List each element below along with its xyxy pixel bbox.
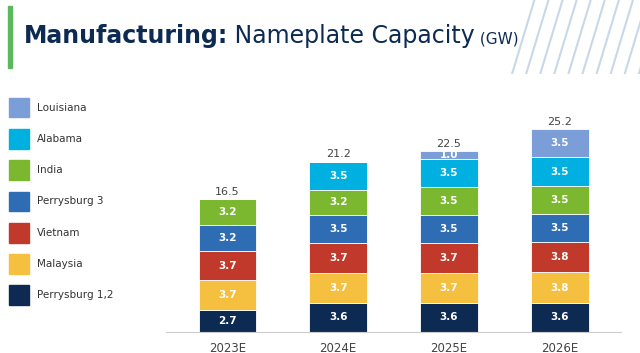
Bar [531, 242, 589, 273]
Text: 3.6: 3.6 [329, 312, 348, 322]
Text: 3.5: 3.5 [550, 223, 569, 233]
Bar [10, 98, 29, 118]
Text: 3.7: 3.7 [218, 261, 237, 270]
Text: Nameplate Capacity: Nameplate Capacity [227, 24, 475, 48]
Text: Malaysia: Malaysia [37, 259, 83, 269]
Text: 3.6: 3.6 [440, 312, 458, 322]
Bar [420, 273, 478, 303]
Text: 3.8: 3.8 [550, 252, 569, 262]
Bar [10, 254, 29, 274]
Text: 22.5: 22.5 [436, 139, 461, 149]
Bar [198, 310, 256, 332]
Bar [198, 199, 256, 225]
Text: 3.8: 3.8 [550, 283, 569, 293]
Text: Perrysburg 1,2: Perrysburg 1,2 [37, 290, 114, 300]
Text: Perrysburg 3: Perrysburg 3 [37, 196, 104, 207]
Text: 3.5: 3.5 [440, 225, 458, 234]
Text: 3.7: 3.7 [218, 290, 237, 300]
Text: 3.5: 3.5 [550, 195, 569, 205]
Bar [309, 273, 367, 303]
Text: 3.5: 3.5 [550, 167, 569, 176]
Bar [309, 215, 367, 244]
Bar [420, 187, 478, 215]
Text: 3.7: 3.7 [440, 253, 458, 263]
Text: 3.7: 3.7 [329, 283, 348, 293]
Text: 3.5: 3.5 [329, 225, 348, 234]
Bar [10, 223, 29, 243]
Text: Manufacturing:: Manufacturing: [24, 24, 228, 48]
Bar [198, 225, 256, 251]
Text: 3.5: 3.5 [440, 196, 458, 206]
Bar [198, 280, 256, 310]
Bar [10, 192, 29, 211]
Text: 3.6: 3.6 [550, 312, 569, 322]
Bar [420, 244, 478, 273]
Text: 25.2: 25.2 [547, 117, 572, 127]
Bar [10, 160, 29, 180]
Bar [531, 157, 589, 186]
Text: 3.2: 3.2 [329, 197, 348, 208]
Text: Louisiana: Louisiana [37, 103, 86, 113]
Bar [10, 285, 29, 305]
Bar [420, 159, 478, 187]
Bar [10, 129, 29, 149]
Text: 2.7: 2.7 [218, 316, 237, 326]
Text: 3.5: 3.5 [550, 138, 569, 148]
Text: 3.7: 3.7 [329, 253, 348, 263]
Text: (GW): (GW) [475, 31, 518, 46]
Bar [309, 190, 367, 215]
Bar [531, 214, 589, 242]
Bar [420, 303, 478, 332]
Bar [420, 215, 478, 244]
Bar [309, 244, 367, 273]
Text: India: India [37, 165, 63, 175]
Text: 16.5: 16.5 [215, 187, 239, 197]
Text: Alabama: Alabama [37, 134, 83, 144]
Bar [531, 186, 589, 214]
Text: 1.0: 1.0 [440, 150, 458, 160]
Text: 3.7: 3.7 [440, 283, 458, 293]
Text: 3.2: 3.2 [218, 207, 237, 217]
Bar [198, 251, 256, 280]
Bar [8, 6, 12, 68]
Bar [309, 162, 367, 190]
Bar [420, 151, 478, 159]
Bar [531, 129, 589, 157]
Bar [309, 303, 367, 332]
Text: By Plant: By Plant [296, 75, 344, 88]
Bar [531, 303, 589, 332]
Bar [531, 273, 589, 303]
Text: 3.5: 3.5 [329, 170, 348, 181]
Text: 3.5: 3.5 [440, 168, 458, 178]
Text: Vietnam: Vietnam [37, 228, 81, 238]
Text: 3.2: 3.2 [218, 233, 237, 243]
Text: 21.2: 21.2 [326, 149, 351, 160]
